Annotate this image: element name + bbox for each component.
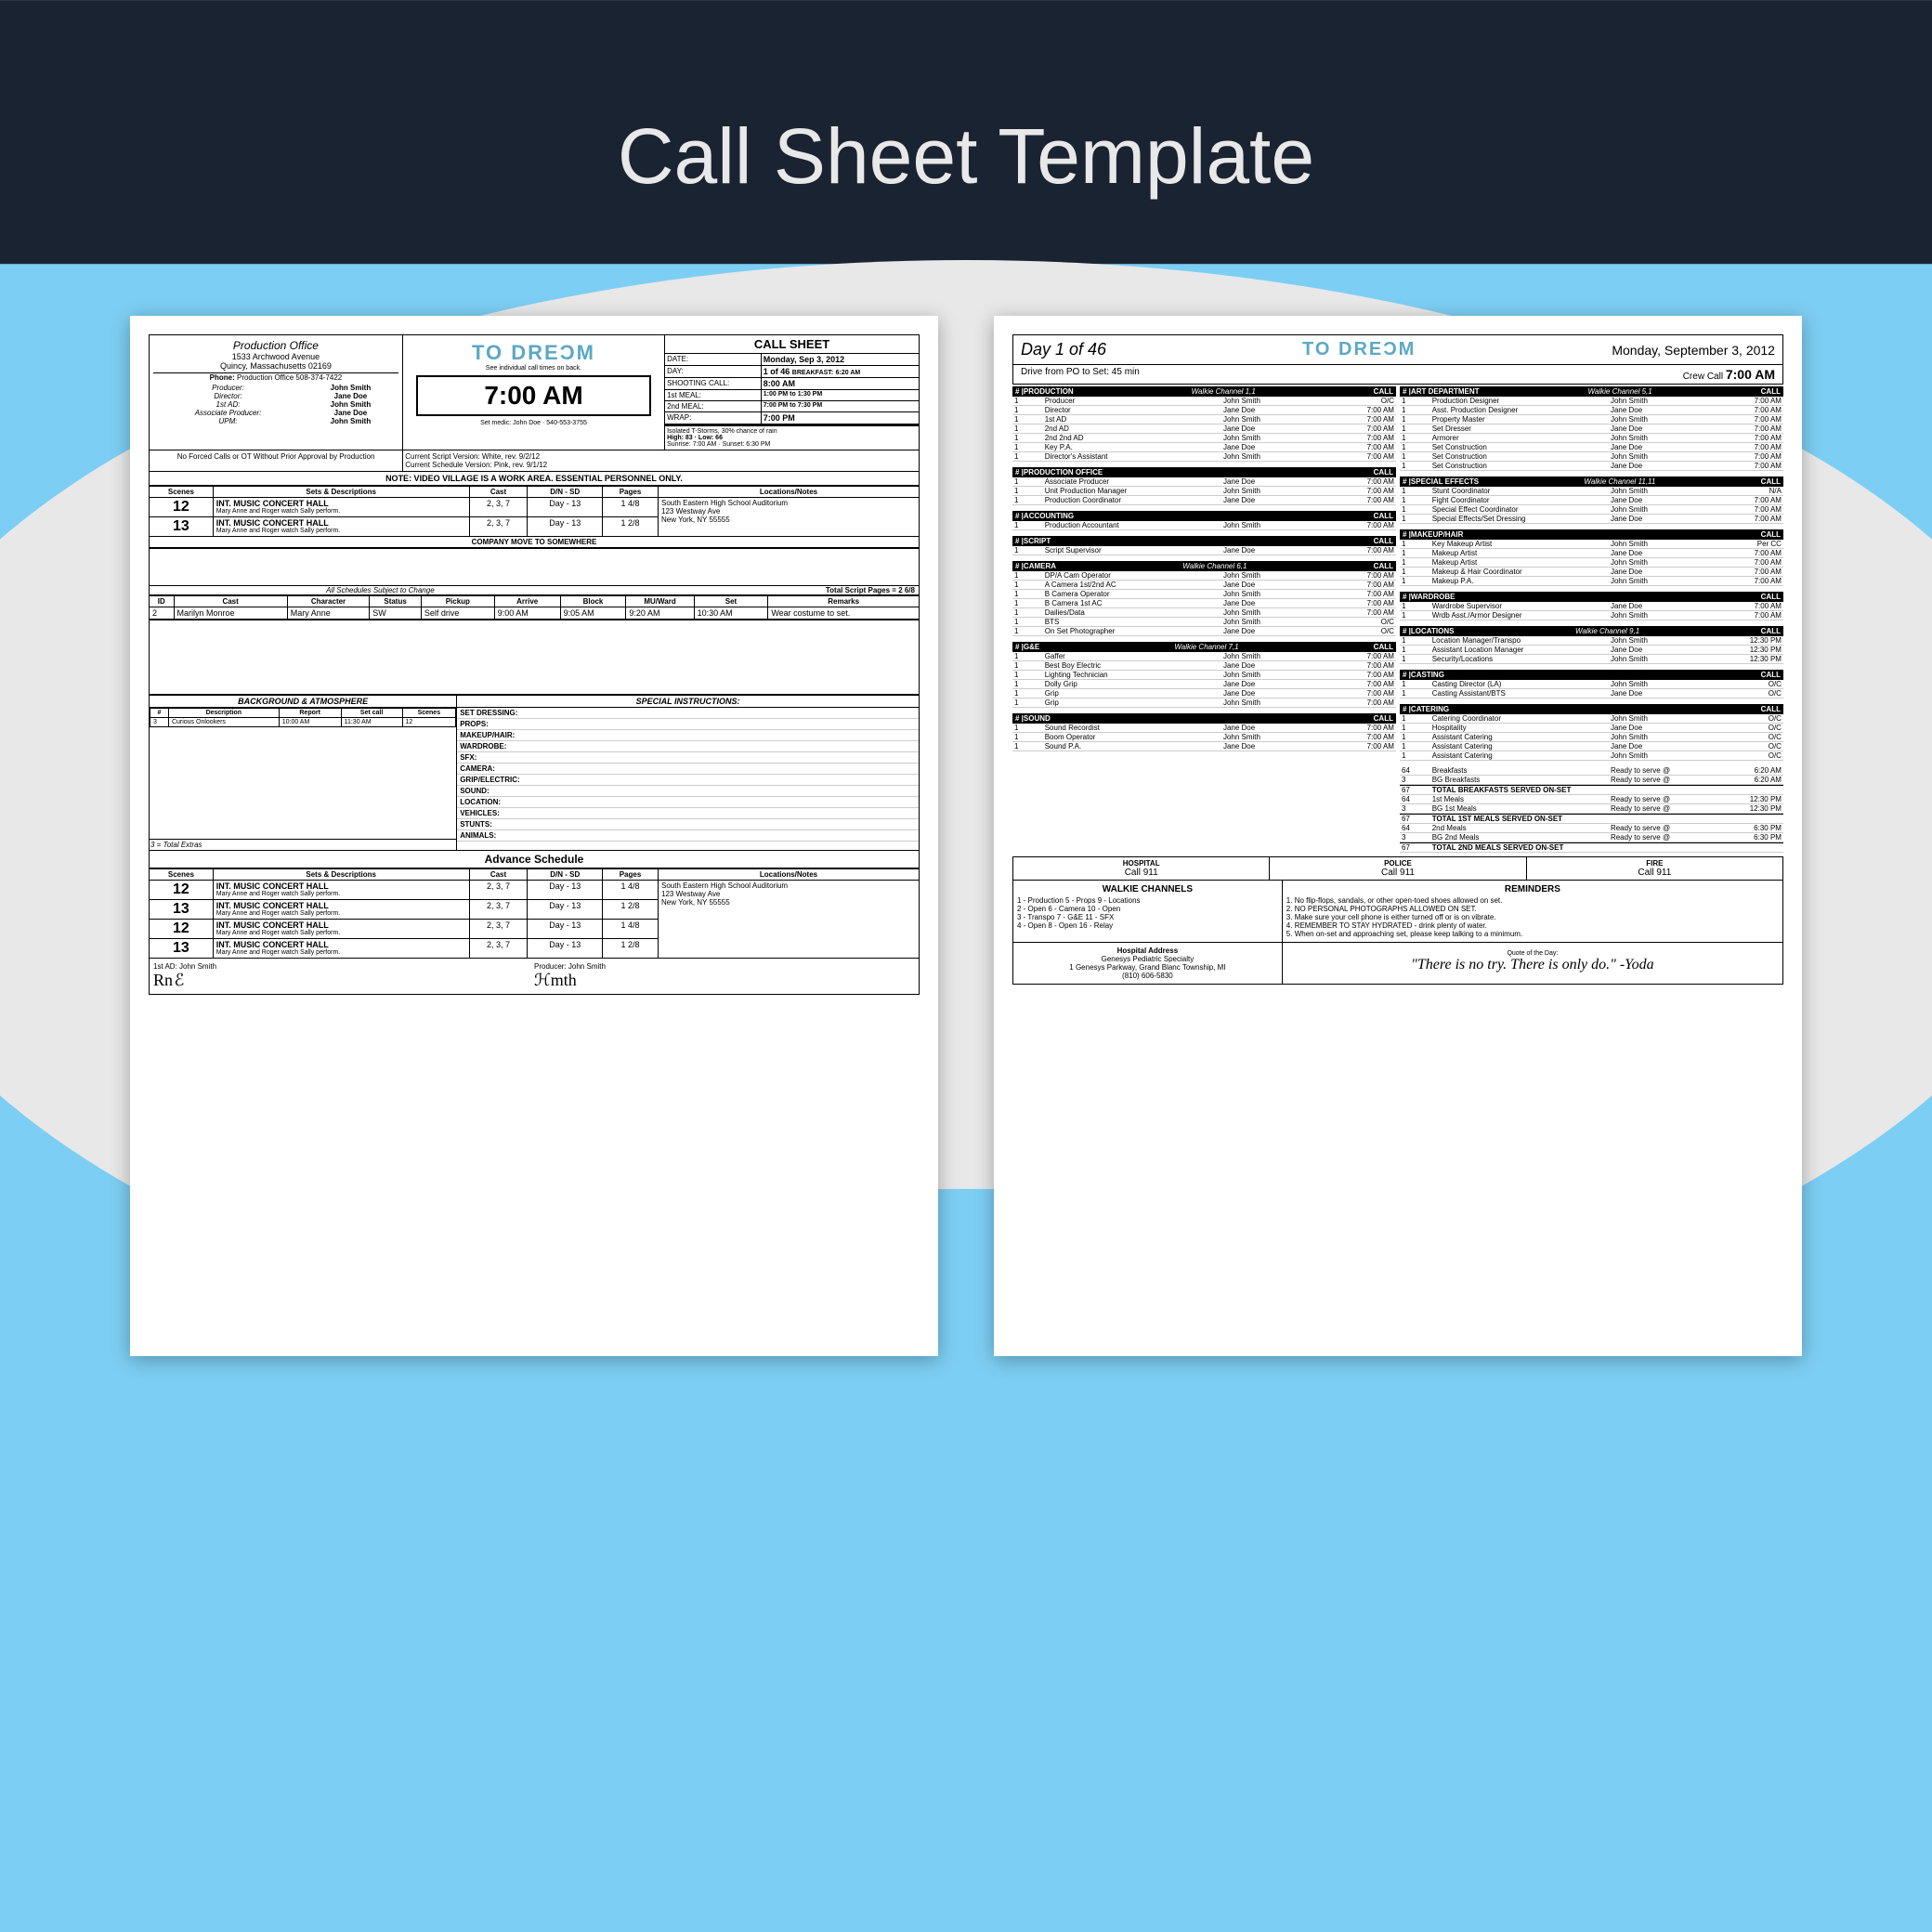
logo-box: TO DREƆM See individual call times on ba… (403, 334, 665, 450)
call-time: 7:00 AM (416, 375, 651, 416)
cast-table: IDCastCharacterStatusPickupArriveBlockMU… (149, 595, 920, 620)
call-sheet-info: CALL SHEET DATE:Monday, Sep 3, 2012 DAY:… (665, 334, 920, 450)
logo: TO DREƆM (409, 341, 659, 365)
production-office-box: Production Office 1533 Archwood Avenue Q… (149, 334, 403, 450)
scenes-table: ScenesSets & DescriptionsCastD/N - SDPag… (149, 486, 920, 537)
page-title: Call Sheet Template (0, 111, 1932, 202)
call-sheet-page-2: Day 1 of 46 TO DREƆM Monday, September 3… (994, 316, 1802, 1356)
call-sheet-page-1: Production Office 1533 Archwood Avenue Q… (130, 316, 938, 1356)
emergency-contacts: HOSPITALCall 911POLICECall 911FIRECall 9… (1012, 856, 1783, 881)
note-bar: NOTE: VIDEO VILLAGE IS A WORK AREA. ESSE… (149, 472, 920, 486)
